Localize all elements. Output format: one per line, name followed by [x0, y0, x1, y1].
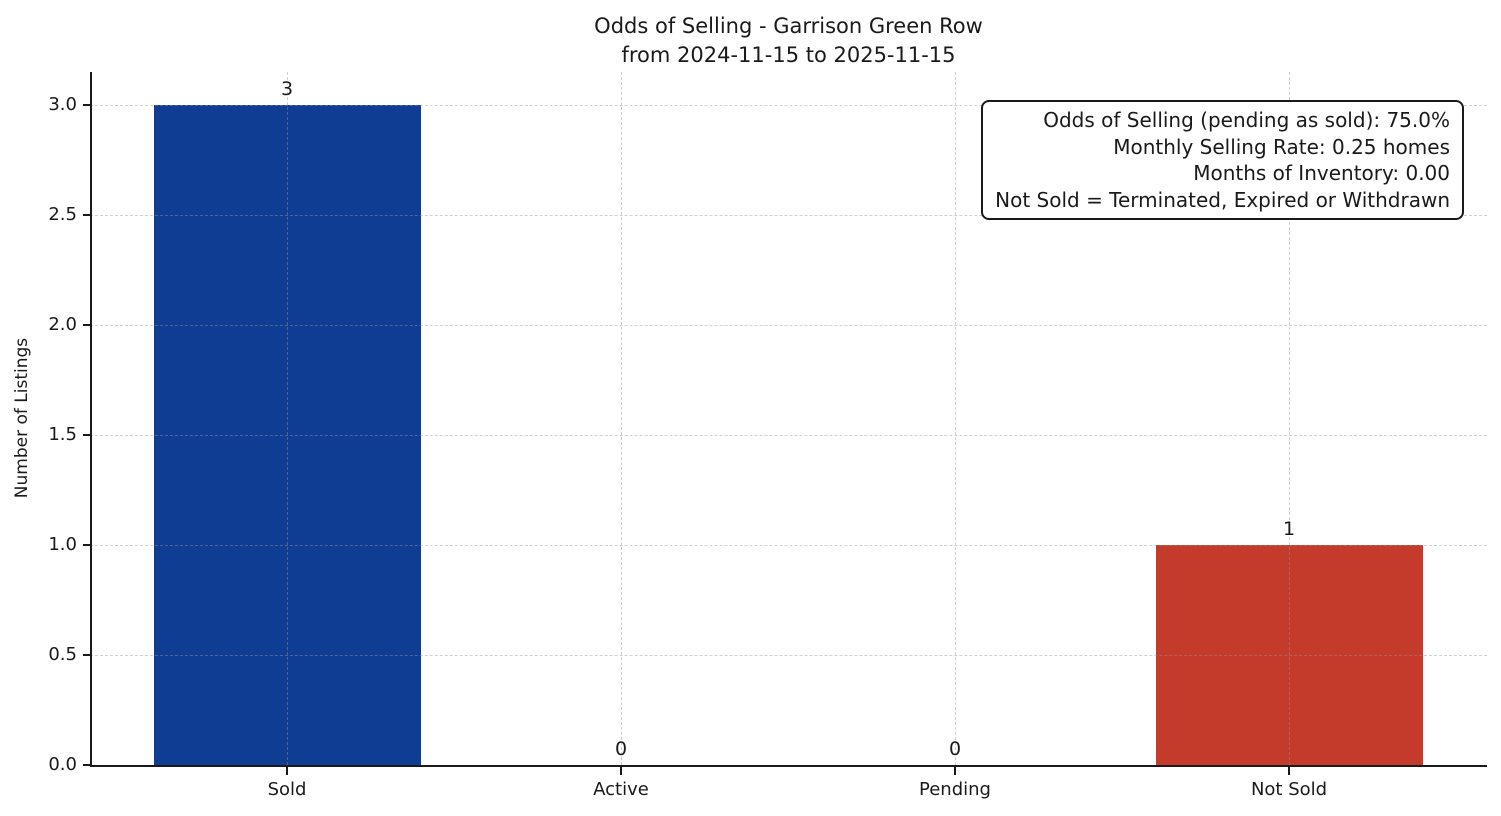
plot-area: 3 0 0 1 [90, 72, 1487, 767]
x-tick-label-pending: Pending [919, 779, 991, 800]
gridline-h-1.5 [90, 435, 1487, 436]
y-tick-label-2.5: 2.5 [48, 204, 77, 225]
x-tick-mark-sold [286, 767, 288, 775]
chart-title-line1: Odds of Selling - Garrison Green Row [594, 14, 983, 38]
y-tick-mark-0.5 [83, 654, 90, 656]
y-tick-label-2.0: 2.0 [48, 314, 77, 335]
annotation-monthly-selling-rate: Monthly Selling Rate: 0.25 homes [1113, 134, 1450, 159]
gridline-h-2.0 [90, 325, 1487, 326]
x-tick-label-not-sold: Not Sold [1250, 779, 1328, 800]
y-tick-mark-3.0 [83, 104, 90, 106]
x-tick-mark-pending [954, 767, 956, 775]
y-tick-mark-0.0 [83, 764, 90, 766]
x-tick-label-sold: Sold [267, 779, 307, 800]
annotation-odds-of-selling: Odds of Selling (pending as sold): 75.0% [1043, 108, 1450, 132]
chart-title-line2: from 2024-11-15 to 2025-11-15 [621, 43, 956, 67]
bar-value-label-not-sold: 1 [1282, 518, 1296, 540]
chart-title: Odds of Selling - Garrison Green Row fro… [90, 12, 1487, 70]
bar-value-label-sold: 3 [280, 78, 294, 100]
y-axis-spine [90, 72, 92, 767]
gridline-v-pending [955, 72, 956, 765]
y-tick-mark-2.0 [83, 324, 90, 326]
y-tick-label-0.5: 0.5 [48, 644, 77, 665]
x-tick-label-active: Active [593, 779, 649, 800]
annotation-not-sold-definition: Not Sold = Terminated, Expired or Withdr… [995, 187, 1450, 212]
y-tick-mark-1.0 [83, 544, 90, 546]
y-tick-mark-2.5 [83, 214, 90, 216]
gridline-h-0.5 [90, 655, 1487, 656]
gridline-h-2.5 [90, 215, 1487, 216]
gridline-v-sold [287, 72, 288, 765]
bar-value-label-pending: 0 [948, 738, 962, 760]
y-tick-label-3.0: 3.0 [48, 94, 77, 115]
y-tick-label-1.5: 1.5 [48, 424, 77, 445]
x-tick-mark-not-sold [1288, 767, 1290, 775]
y-tick-mark-1.5 [83, 434, 90, 436]
y-axis-label: Number of Listings [12, 337, 32, 499]
gridline-h-1.0 [90, 545, 1487, 546]
y-tick-label-1.0: 1.0 [48, 534, 77, 555]
bar-value-label-active: 0 [614, 738, 628, 760]
annotation-months-of-inventory: Months of Inventory: 0.00 [1193, 161, 1450, 185]
x-tick-mark-active [620, 767, 622, 775]
y-tick-label-0.0: 0.0 [48, 754, 77, 775]
stats-annotation-box: Odds of Selling (pending as sold): 75.0%… [981, 100, 1464, 220]
bar-sold [153, 105, 421, 765]
bar-not-sold [1155, 545, 1423, 765]
x-axis-spine [90, 765, 1487, 767]
gridline-v-active [621, 72, 622, 765]
gridline-v-not-sold [1289, 72, 1290, 765]
gridline-h-3.0 [90, 105, 1487, 106]
